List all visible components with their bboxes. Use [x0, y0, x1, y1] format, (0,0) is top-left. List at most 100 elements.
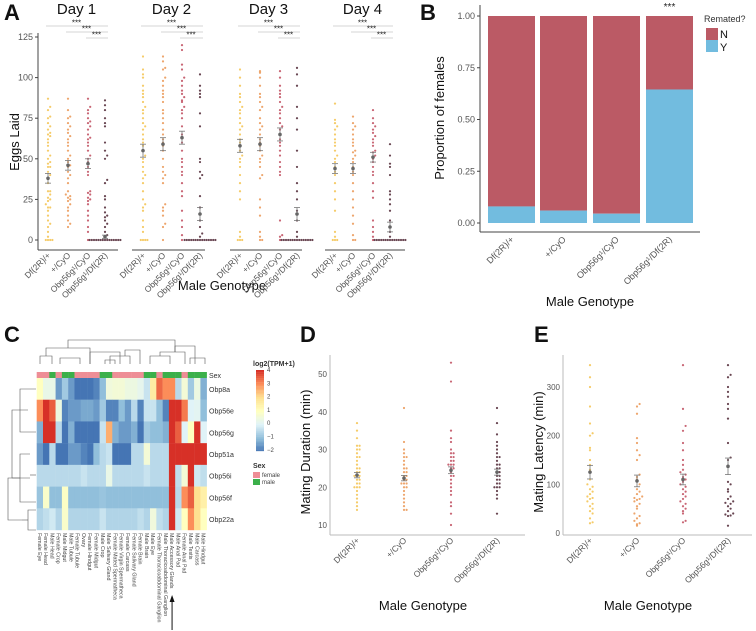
data-point [388, 154, 392, 157]
data-point [161, 100, 165, 104]
color-scale-label: −2 [267, 448, 275, 454]
heatmap-cell [181, 378, 189, 400]
data-point [358, 482, 361, 485]
data-point [141, 92, 145, 95]
data-point [46, 117, 50, 120]
heatmap-cell [156, 443, 163, 466]
heatmap-cell [143, 421, 151, 444]
data-point [164, 66, 167, 69]
heatmap-cell [93, 378, 100, 400]
heatmap-row-label: Obp8a [209, 387, 230, 394]
data-point [495, 482, 499, 485]
data-point [388, 162, 392, 165]
color-scale-segment [256, 428, 264, 430]
data-point [161, 133, 165, 136]
heatmap-cell [99, 464, 107, 487]
data-point [258, 238, 262, 242]
heatmap-cell [112, 443, 119, 466]
y-tick-label: 0 [28, 235, 33, 245]
data-point [161, 84, 165, 87]
data-point [112, 238, 115, 242]
color-scale-segment [256, 384, 264, 387]
heatmap-cell [143, 508, 151, 531]
data-point [258, 70, 262, 73]
color-scale-segment [256, 421, 264, 423]
heatmap-cell [42, 486, 50, 509]
facet-title: Day 4 [343, 1, 382, 18]
mean-marker [141, 148, 145, 153]
data-point [635, 412, 639, 415]
data-point [591, 432, 594, 435]
heatmap-cell [168, 508, 176, 531]
y-tick-label: 100 [18, 73, 33, 83]
data-point [66, 177, 70, 180]
data-point [278, 141, 282, 144]
y-tick-label: 30 [318, 446, 327, 455]
data-point [681, 468, 685, 471]
data-point [681, 488, 685, 491]
data-point [633, 496, 636, 500]
data-point [588, 446, 592, 449]
heatmap-cell [162, 378, 170, 400]
data-point [495, 406, 499, 410]
x-tick-label: Obp56g¹/CyO [643, 535, 687, 579]
heatmap-cell [124, 399, 132, 422]
significance-stars: *** [358, 19, 367, 28]
heatmap-cell [200, 421, 207, 444]
data-point [336, 154, 339, 157]
data-point [66, 141, 70, 144]
data-point [141, 238, 145, 242]
data-point [588, 376, 592, 379]
data-point [198, 112, 202, 115]
heatmap-cell [74, 464, 81, 487]
legend-label-y: Y [720, 42, 728, 54]
data-point [371, 128, 375, 131]
sex-annotation-cell [87, 372, 94, 378]
data-point [399, 238, 403, 242]
data-point [402, 467, 406, 470]
data-point [726, 514, 730, 518]
data-point [726, 441, 730, 445]
sex-annotation-cell [80, 372, 88, 378]
data-point [161, 89, 165, 92]
y-tick-label: 200 [547, 432, 561, 441]
data-point [384, 238, 387, 242]
color-scale-segment [256, 436, 264, 438]
data-point [198, 235, 202, 238]
data-point [449, 474, 453, 478]
data-point [44, 238, 47, 242]
heatmap-column-label: Female Thoracicoabdominal Ganglion [155, 533, 161, 622]
heatmap-cell [131, 486, 138, 509]
data-point [144, 203, 147, 206]
data-point [89, 105, 92, 108]
data-point [141, 177, 145, 180]
sex-legend-female-label: female [262, 473, 281, 479]
data-point [351, 144, 355, 147]
data-point [371, 170, 375, 173]
heatmap-cell [187, 443, 195, 466]
data-point [371, 138, 375, 141]
color-scale-segment [256, 448, 264, 450]
y-tick-label: 50 [318, 370, 327, 379]
heatmap-cell [105, 399, 113, 422]
data-point [295, 149, 299, 152]
heatmap-cell [200, 464, 207, 487]
data-point [295, 198, 299, 201]
data-point [161, 170, 165, 173]
data-point [309, 238, 312, 242]
data-point [681, 505, 685, 508]
data-point [117, 238, 120, 242]
data-point [633, 512, 636, 515]
data-point [278, 160, 282, 164]
data-point [198, 177, 202, 180]
heatmap-cell [36, 508, 44, 531]
data-point [46, 199, 50, 203]
data-point [638, 522, 641, 525]
data-point [198, 195, 202, 198]
color-scale-segment [256, 410, 264, 412]
data-point [726, 395, 730, 398]
data-point [203, 238, 206, 242]
data-point [180, 68, 184, 71]
panel-b-legend-title: Remated? [704, 14, 746, 24]
data-point [351, 222, 355, 225]
